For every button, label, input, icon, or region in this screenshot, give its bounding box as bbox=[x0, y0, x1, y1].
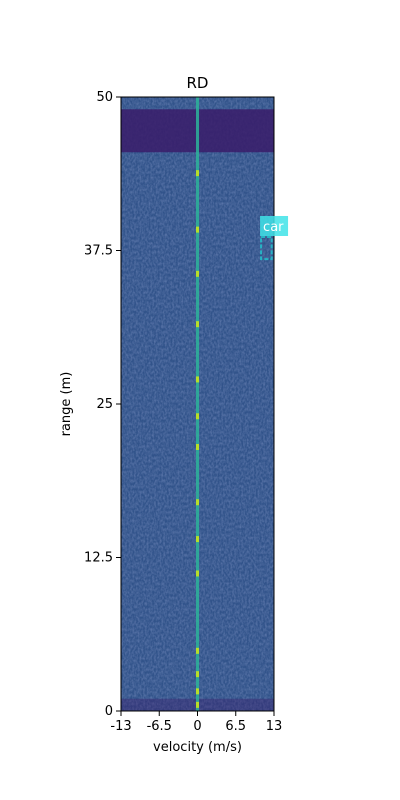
y-tick-label: 0 bbox=[105, 704, 113, 719]
detection-label: car bbox=[263, 220, 284, 235]
zero-doppler-peak bbox=[196, 701, 199, 708]
y-tick-label: 50 bbox=[96, 90, 113, 105]
zero-doppler-peak bbox=[196, 443, 199, 450]
x-tick-label: 6.5 bbox=[225, 719, 246, 734]
y-tick-label: 12.5 bbox=[84, 551, 113, 566]
y-axis-label: range (m) bbox=[59, 372, 74, 437]
annotations: car bbox=[260, 215, 289, 261]
zero-doppler-peak bbox=[196, 570, 199, 577]
zero-doppler-line bbox=[196, 97, 199, 711]
zero-doppler-peak bbox=[196, 671, 199, 678]
zero-doppler-peak bbox=[196, 226, 199, 233]
y-tick-label: 25 bbox=[96, 397, 113, 412]
zero-doppler-peak bbox=[196, 376, 199, 383]
x-tick-label: 0 bbox=[193, 719, 201, 734]
zero-doppler-peak bbox=[196, 170, 199, 177]
axis-ticks: -13 -6.5 0 6.5 13 0 12.5 25 37.5 50 bbox=[84, 90, 282, 734]
x-axis-label: velocity (m/s) bbox=[153, 740, 242, 755]
detection-box bbox=[260, 235, 273, 261]
zero-doppler-peak bbox=[196, 688, 199, 695]
plot-area bbox=[120, 96, 275, 712]
y-tick-label: 37.5 bbox=[84, 244, 113, 259]
zero-doppler-peak bbox=[196, 321, 199, 328]
zero-doppler-peak bbox=[196, 647, 199, 654]
x-tick-label: -6.5 bbox=[147, 719, 172, 734]
detection-label-bg bbox=[260, 215, 289, 236]
x-tick-label: -13 bbox=[110, 719, 131, 734]
zero-doppler-peak bbox=[196, 270, 199, 277]
x-tick-label: 13 bbox=[266, 719, 283, 734]
zero-doppler-peak bbox=[196, 413, 199, 420]
zero-doppler-peak bbox=[196, 499, 199, 506]
zero-doppler-peak bbox=[196, 536, 199, 543]
chart-title: RD bbox=[187, 74, 209, 92]
